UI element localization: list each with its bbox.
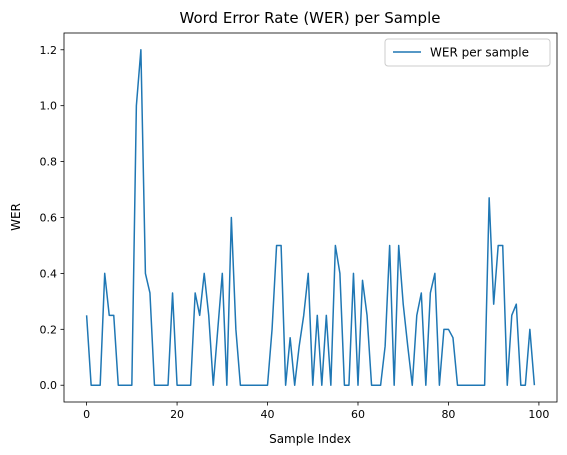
y-tick-label: 1.2: [40, 44, 58, 57]
x-tick-label: 100: [528, 408, 549, 421]
y-tick-label: 0.2: [40, 323, 58, 336]
y-tick-label: 0.0: [40, 379, 58, 392]
y-tick-label: 0.4: [40, 267, 58, 280]
legend-box: [384, 38, 551, 67]
x-axis-label: Sample Index: [269, 432, 351, 446]
plot-frame: [63, 32, 558, 403]
x-axis-ticks: 0 20 40 60 80 100: [83, 402, 549, 421]
y-axis-ticks: 0.0 0.2 0.4 0.6 0.8 1.0 1.2: [40, 44, 64, 392]
x-tick-label: 60: [351, 408, 365, 421]
wer-series-line: [85, 49, 536, 386]
y-tick-label: 0.8: [40, 156, 58, 169]
x-tick-label: 0: [83, 408, 90, 421]
y-axis-label: WER: [9, 203, 23, 231]
x-tick-label: 80: [441, 408, 455, 421]
chart-title: Word Error Rate (WER) per Sample: [180, 9, 441, 27]
x-tick-label: 20: [170, 408, 184, 421]
x-tick-label: 40: [261, 408, 275, 421]
legend-label: WER per sample: [430, 46, 529, 60]
y-tick-label: 1.0: [40, 100, 58, 113]
legend: WER per sample: [384, 38, 551, 67]
y-tick-label: 0.6: [40, 212, 58, 225]
